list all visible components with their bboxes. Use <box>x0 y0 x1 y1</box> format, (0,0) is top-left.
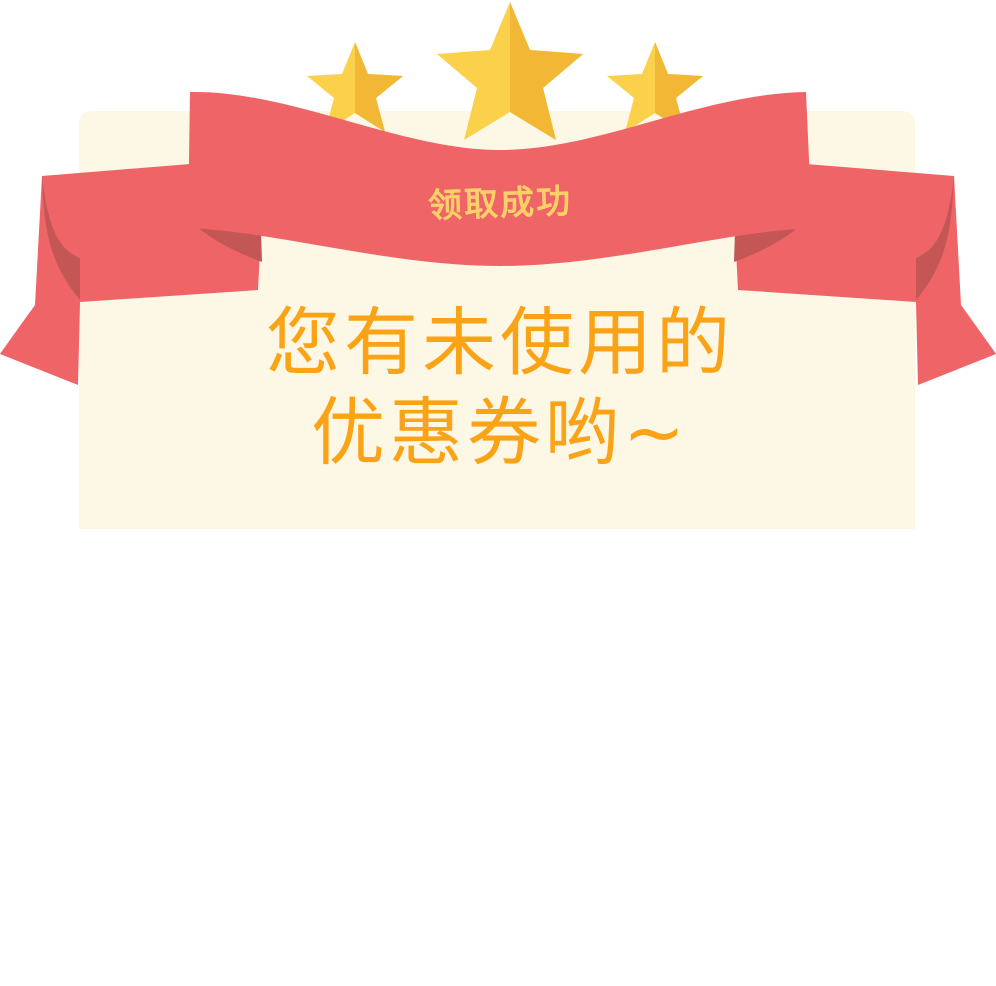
message-line-1: 您有未使用的 <box>266 300 734 386</box>
star-right-icon <box>607 42 703 132</box>
message-line-2: 优惠券哟~ <box>310 390 689 476</box>
star-left-icon <box>307 42 403 132</box>
coupon-message: 您有未使用的 优惠券哟~ <box>120 298 880 478</box>
ribbon-banner <box>0 2 996 385</box>
star-center-icon <box>437 2 583 140</box>
ribbon-title: 领取成功 <box>427 181 573 227</box>
